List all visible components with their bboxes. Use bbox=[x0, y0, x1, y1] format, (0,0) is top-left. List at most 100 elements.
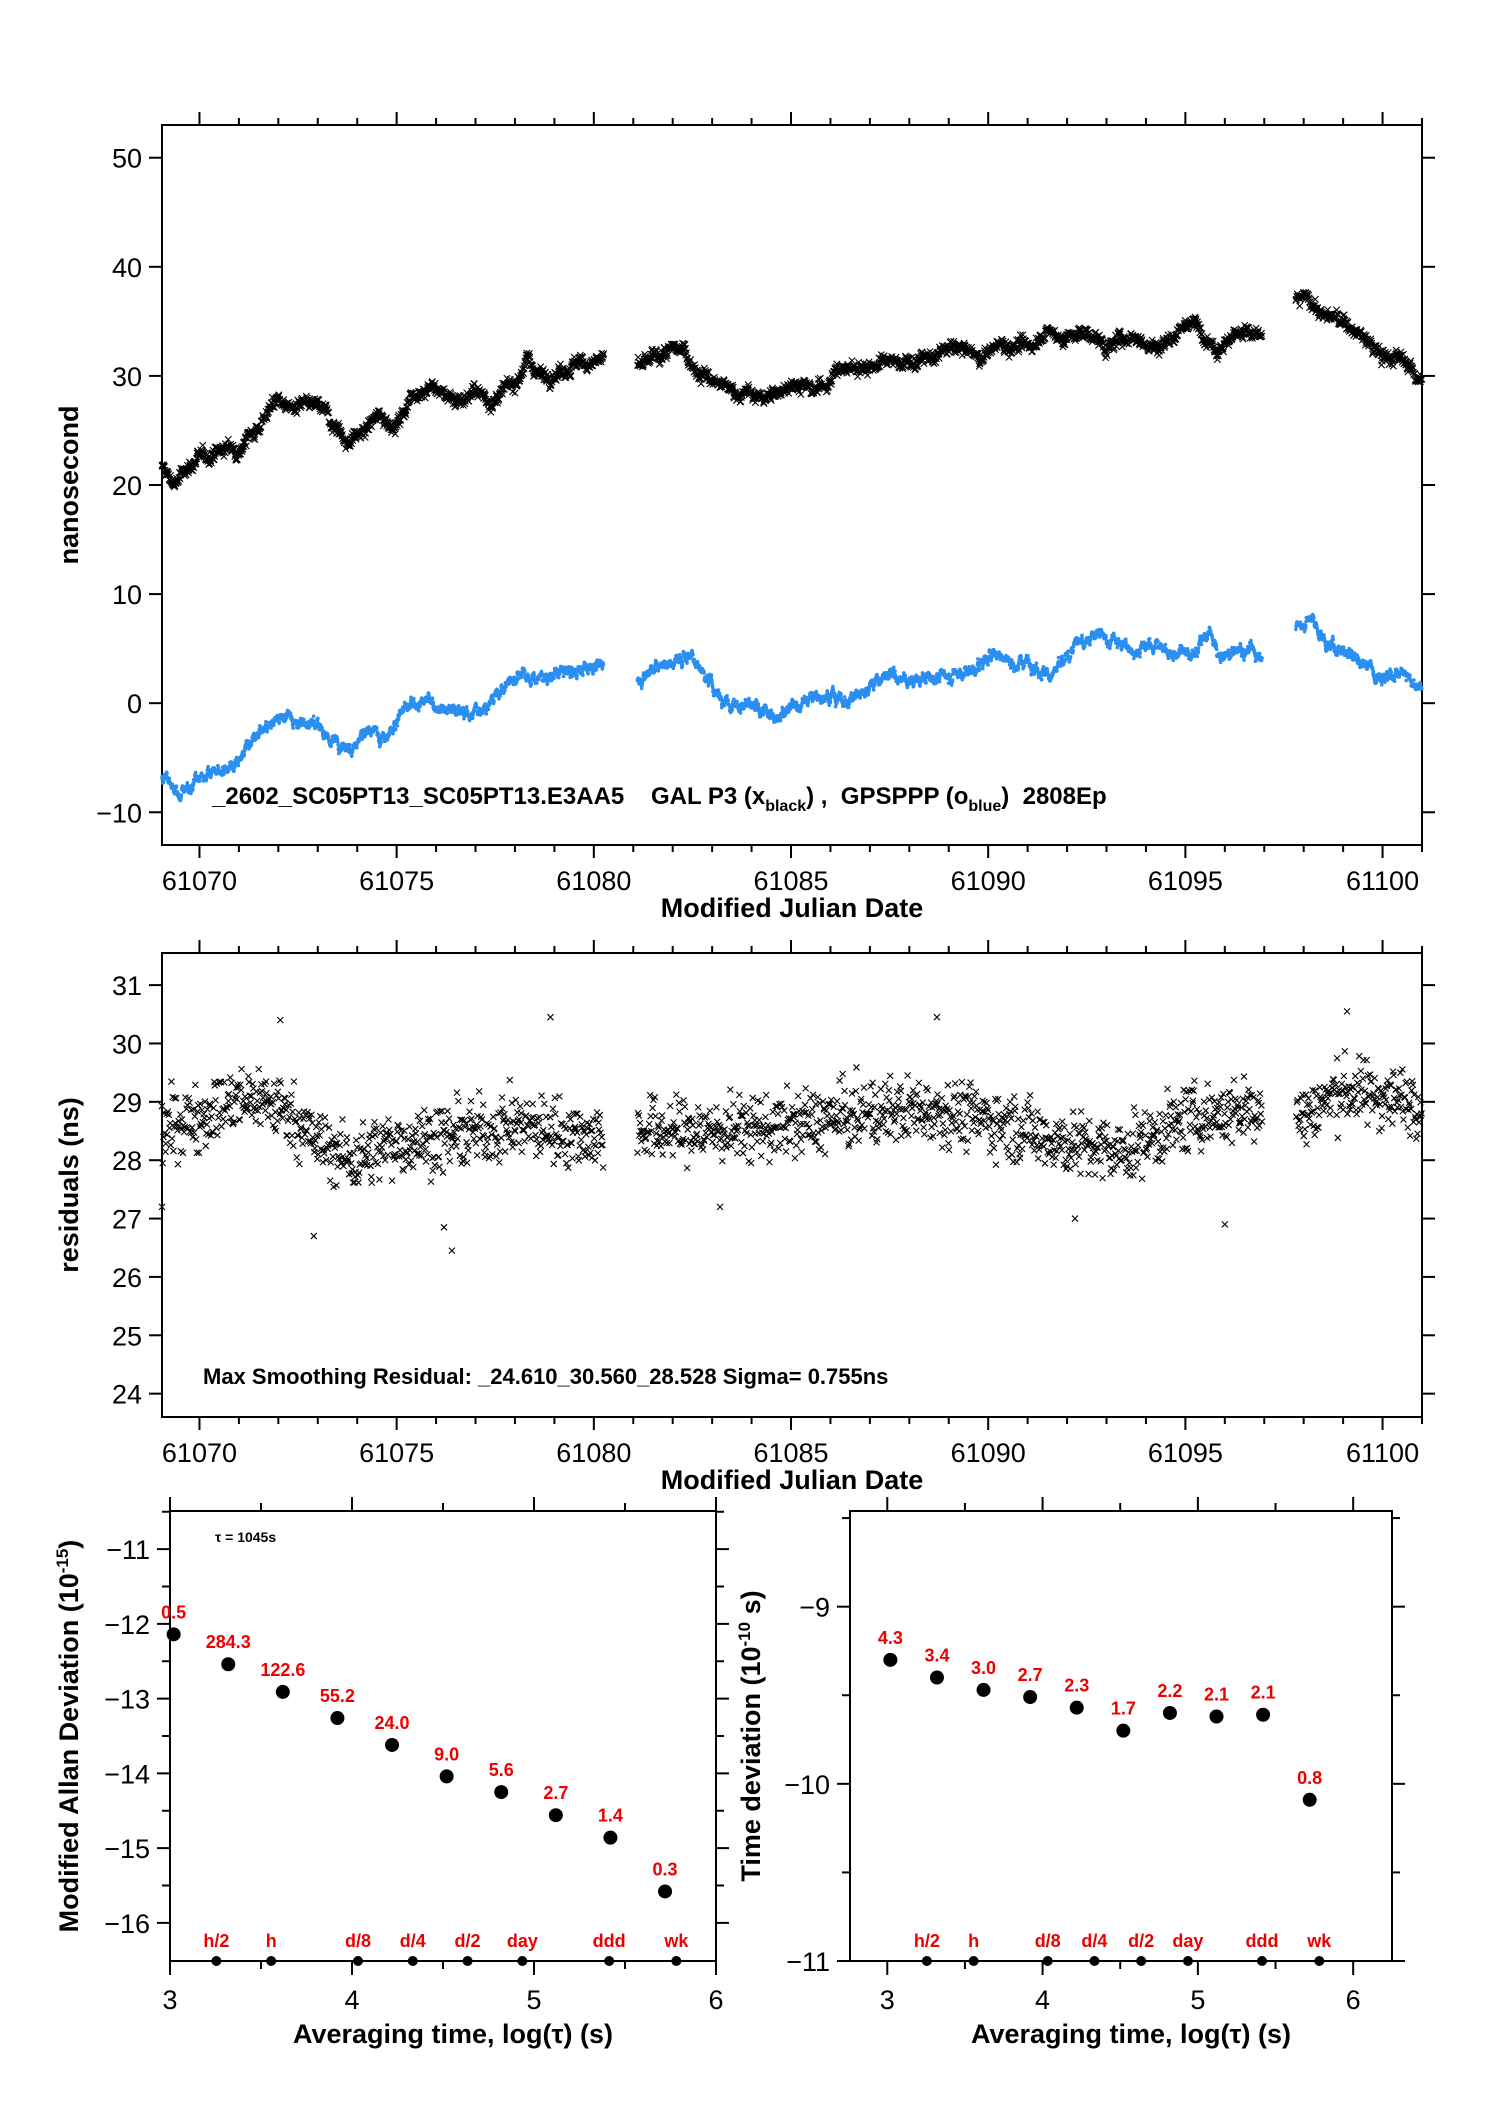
data-point-x bbox=[516, 374, 524, 383]
x-tick-label: 61090 bbox=[951, 866, 1026, 896]
data-point-x bbox=[224, 435, 232, 444]
data-point-o bbox=[532, 673, 537, 678]
data-point-x bbox=[488, 402, 496, 410]
data-point-o bbox=[503, 688, 507, 693]
data-point-o bbox=[716, 688, 721, 692]
data-point-o bbox=[393, 727, 398, 732]
data-point-x bbox=[511, 389, 519, 397]
data-point-x bbox=[209, 449, 217, 457]
data-point-o bbox=[411, 696, 416, 701]
data-point-x bbox=[368, 423, 376, 431]
data-point-x bbox=[233, 456, 241, 464]
data-point-x bbox=[391, 430, 399, 438]
data-point-x bbox=[159, 461, 168, 469]
data-point-x bbox=[337, 426, 345, 434]
data-point-x bbox=[176, 475, 184, 483]
data-point-o bbox=[552, 676, 556, 681]
data-point-o bbox=[591, 672, 595, 676]
data-point-o bbox=[311, 714, 316, 719]
y-tick-label: 10 bbox=[112, 580, 142, 610]
y-tick-label: 20 bbox=[112, 471, 142, 501]
data-point-o bbox=[291, 726, 295, 730]
data-point-o bbox=[709, 673, 714, 677]
data-point-o bbox=[375, 726, 379, 731]
data-point-o bbox=[329, 744, 333, 748]
data-point-o bbox=[504, 685, 508, 689]
data-point-o bbox=[236, 763, 241, 768]
data-point-o bbox=[167, 776, 172, 781]
data-point-x bbox=[528, 362, 537, 370]
data-point-o bbox=[557, 675, 561, 680]
data-point-o bbox=[702, 671, 706, 675]
x-tick-label: 61070 bbox=[162, 866, 237, 896]
data-point-o bbox=[316, 716, 320, 721]
data-point-x bbox=[440, 385, 448, 393]
data-point-o bbox=[529, 682, 534, 687]
data-point-o bbox=[522, 669, 527, 674]
data-point-o bbox=[586, 672, 590, 676]
data-point-o bbox=[557, 672, 562, 676]
data-point-x bbox=[395, 416, 403, 424]
data-point-o bbox=[581, 673, 585, 677]
data-point-o bbox=[653, 668, 657, 673]
data-point-o bbox=[575, 673, 579, 678]
data-point-x bbox=[401, 409, 409, 417]
data-point-x bbox=[355, 429, 363, 437]
data-point-o bbox=[242, 752, 247, 757]
x-tick-label: 61095 bbox=[1148, 866, 1223, 896]
data-point-o bbox=[355, 745, 359, 750]
data-point-x bbox=[1296, 302, 1304, 310]
data-point-o bbox=[678, 652, 682, 657]
data-point-o bbox=[726, 698, 731, 703]
data-point-o bbox=[395, 724, 400, 728]
y-tick-label: 30 bbox=[112, 362, 142, 392]
y-tick-label: 40 bbox=[112, 253, 142, 283]
data-point-x bbox=[257, 423, 265, 431]
data-point-o bbox=[519, 675, 524, 679]
data-point-o bbox=[685, 661, 689, 665]
y-tick-label: 0 bbox=[127, 689, 142, 719]
data-point-x bbox=[378, 411, 386, 419]
data-point-o bbox=[738, 711, 743, 715]
data-point-o bbox=[747, 696, 751, 701]
data-point-o bbox=[430, 696, 435, 701]
data-point-o bbox=[680, 662, 685, 667]
data-point-o bbox=[379, 740, 383, 745]
data-point-o bbox=[416, 709, 421, 713]
data-point-x bbox=[242, 442, 250, 450]
data-point-o bbox=[179, 793, 184, 797]
data-point-o bbox=[206, 764, 210, 769]
data-point-x bbox=[199, 441, 207, 449]
data-point-o bbox=[174, 784, 179, 788]
data-point-x bbox=[431, 379, 439, 388]
data-point-o bbox=[349, 754, 354, 758]
data-point-o bbox=[601, 662, 606, 667]
y-tick-label: 50 bbox=[112, 144, 142, 174]
x-tick-label: 61075 bbox=[359, 866, 434, 896]
data-point-x bbox=[509, 388, 517, 396]
plot-frame bbox=[161, 124, 1423, 846]
data-point-o bbox=[594, 667, 599, 672]
series-gal-p3 bbox=[158, 288, 1426, 491]
time-series-plot: 61070 61075 61080 61085 61090 61095 61100 −10 0 1… bbox=[54, 112, 1435, 923]
data-point-o bbox=[486, 707, 491, 712]
data-point-o bbox=[277, 720, 282, 725]
data-point-o bbox=[427, 694, 431, 698]
data-point-o bbox=[725, 693, 729, 698]
data-point-o bbox=[484, 712, 489, 716]
data-point-o bbox=[191, 788, 195, 792]
data-point-o bbox=[271, 723, 276, 727]
data-point-x bbox=[446, 388, 454, 396]
data-point-o bbox=[698, 664, 702, 668]
data-point-o bbox=[165, 771, 169, 775]
x-tick-label: 61085 bbox=[753, 866, 828, 896]
data-point-o bbox=[348, 742, 352, 747]
data-point-o bbox=[691, 653, 695, 657]
x-tick-label: 61080 bbox=[556, 866, 631, 896]
data-point-o bbox=[431, 700, 436, 705]
data-point-x bbox=[520, 364, 528, 373]
x-tick-label: 61100 bbox=[1346, 866, 1419, 896]
y-tick-label: −10 bbox=[96, 798, 142, 828]
series-gpsppp bbox=[160, 612, 1424, 803]
